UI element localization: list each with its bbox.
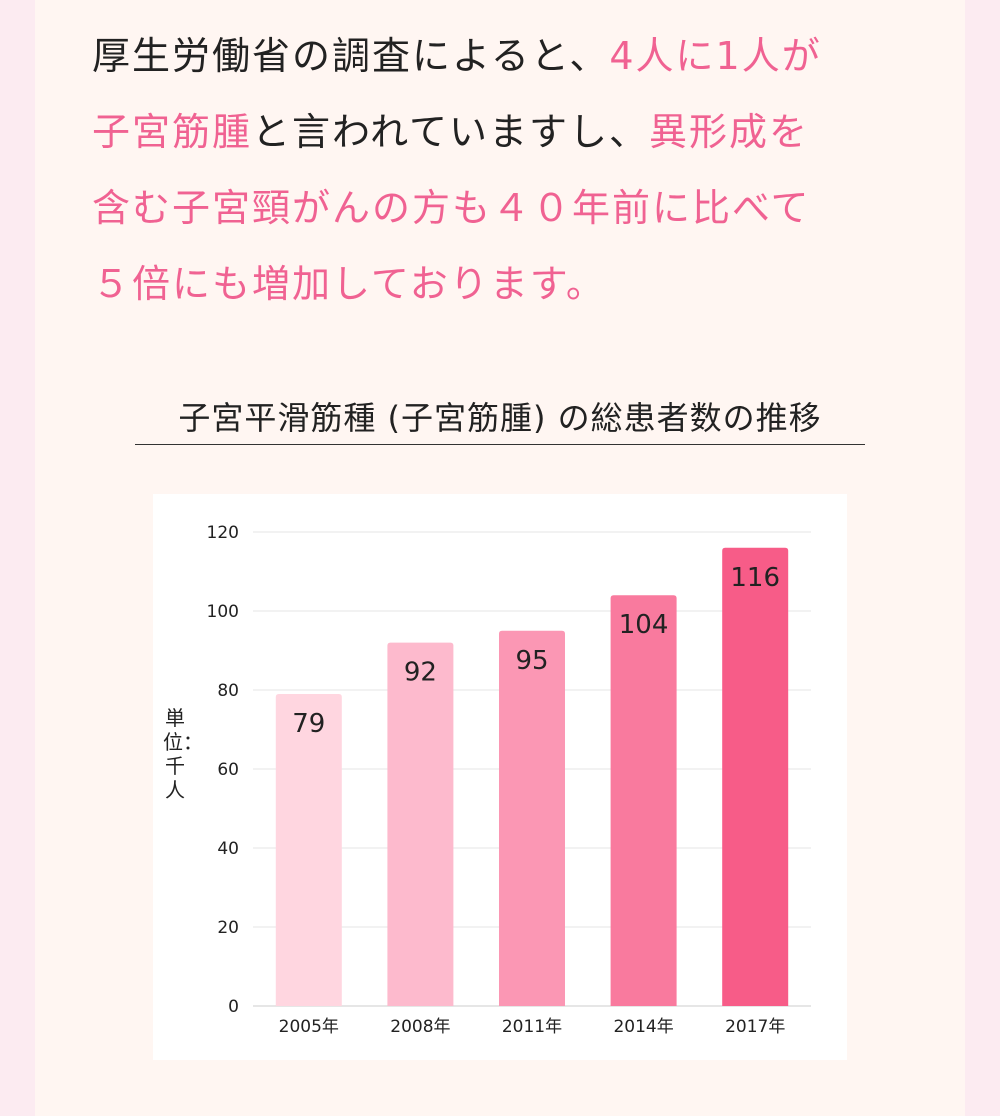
y-tick-label: 60 <box>217 760 239 780</box>
data-label: 104 <box>619 610 669 640</box>
bar-chart: 0 20 40 60 80 100 120 79 2005年 92 2008年 95 2011年 104 2… <box>207 523 811 1037</box>
intro-highlight-text: 子宮筋腫 <box>92 110 253 154</box>
bar-2005年 <box>275 693 342 1006</box>
bar-2011年 <box>499 630 565 1006</box>
data-label: 116 <box>730 563 780 593</box>
bar-2017年 <box>722 547 789 1006</box>
intro-text: 厚生労働省の調査によると、4人に1人が子宮筋腫と言われていますし、異形成を含む子… <box>92 18 912 322</box>
chart-card: 0 20 40 60 80 100 120 79 2005年 92 2008年 95 2011年 104 2… <box>153 494 847 1060</box>
chart-title: 子宮平滑筋種 (子宮筋腫) の総患者数の推移 <box>135 392 865 445</box>
data-label: 95 <box>515 646 548 676</box>
intro-plain-text: と言われていますし、 <box>252 110 649 154</box>
data-label: 92 <box>404 658 437 688</box>
x-tick-label: 2014年 <box>613 1017 673 1037</box>
bar-2008年 <box>387 642 454 1006</box>
intro-highlight-text: 異形成を <box>648 110 809 154</box>
y-tick-label: 20 <box>217 918 239 938</box>
x-tick-label: 2008年 <box>390 1017 450 1037</box>
bar-2014年 <box>610 595 677 1006</box>
y-tick-label: 80 <box>217 681 239 701</box>
intro-plain-text: 厚生労働省の調査によると、 <box>92 34 610 78</box>
intro-highlight-text: ５倍にも増加しております。 <box>92 262 606 306</box>
y-tick-label: 100 <box>207 602 239 622</box>
data-label: 79 <box>292 709 325 739</box>
x-tick-label: 2005年 <box>279 1017 339 1037</box>
y-tick-label: 0 <box>228 997 239 1017</box>
intro-highlight-text: 含む子宮頸がんの方も４０年前に比べて <box>92 186 811 230</box>
y-axis-label: 単位：千人 <box>163 706 203 802</box>
x-tick-label: 2011年 <box>502 1017 562 1037</box>
x-tick-label: 2017年 <box>725 1017 785 1037</box>
y-tick-label: 40 <box>217 839 239 859</box>
y-tick-label: 120 <box>207 523 239 543</box>
intro-highlight-text: 4人に1人が <box>609 34 822 78</box>
